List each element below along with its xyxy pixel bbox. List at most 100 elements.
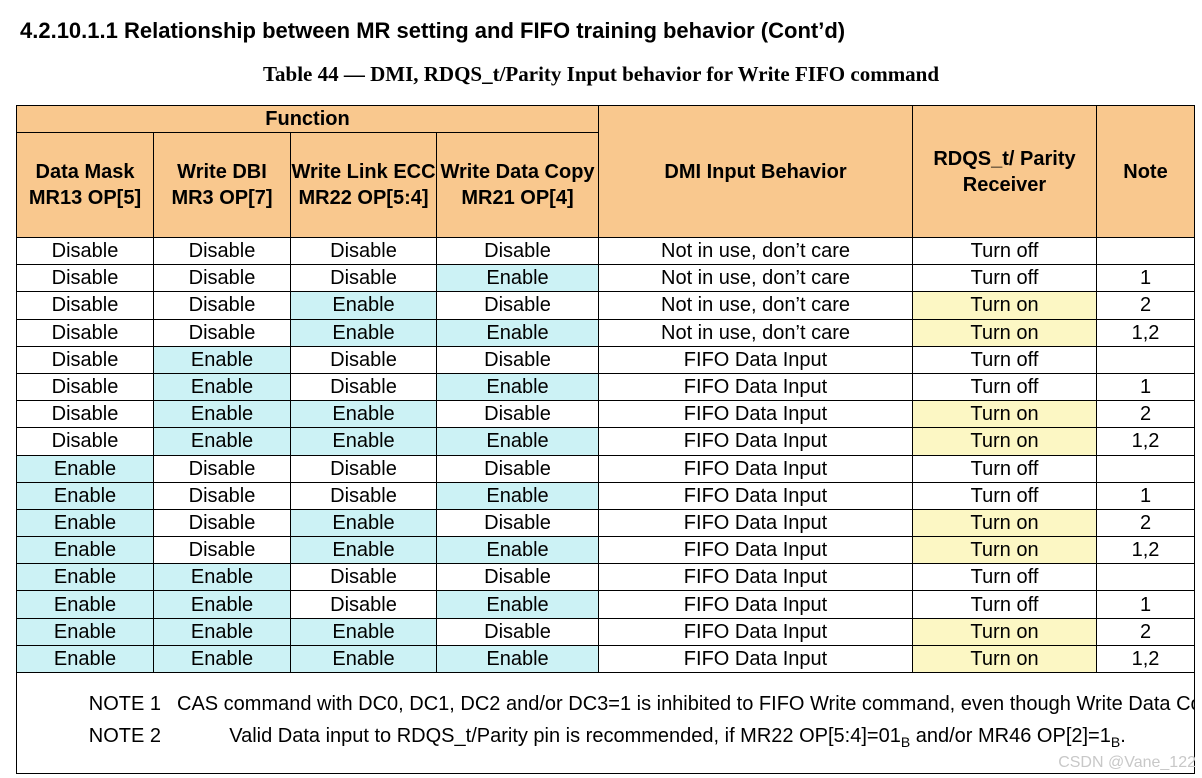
header-write-link-ecc: Write Link ECC MR22 OP[5:4] xyxy=(290,132,437,238)
notes-cell: NOTE 1 CAS command with DC0, DC1, DC2 an… xyxy=(16,672,1195,774)
table-cell: Disable xyxy=(436,454,599,483)
table-row: Enable Disable Disable Disable FIFO Data Inp… xyxy=(16,454,1195,483)
table-row: Disable Enable Disable Disable FIFO Data Inp… xyxy=(16,345,1195,374)
table-row: Enable Enable Disable Disable FIFO Data Inpu… xyxy=(16,563,1195,592)
table-cell: Enable xyxy=(16,617,154,646)
header-rdqs-parity-receiver: RDQS_t/ Parity Receiver xyxy=(912,105,1097,238)
table-cell: Enable xyxy=(436,372,599,402)
table-row: Disable Enable Enable Disable FIFO Data Inpu… xyxy=(16,400,1195,429)
table-cell: Disable xyxy=(16,427,154,456)
table-cell: Disable xyxy=(436,345,599,374)
table-cell: Disable xyxy=(153,264,291,293)
table-cell: Disable xyxy=(16,400,154,429)
table-cell: FIFO Data Input xyxy=(598,427,913,456)
table-cell: Enable xyxy=(16,454,154,483)
fifo-behavior-table: Function DMI Input Behavior RDQS_t/ Pari… xyxy=(16,105,1195,774)
table-cell: FIFO Data Input xyxy=(598,644,913,674)
table-cell: Disable xyxy=(436,400,599,429)
table-cell: Disable xyxy=(153,318,291,347)
table-cell: Disable xyxy=(290,563,437,592)
note-2-label: NOTE 2 xyxy=(88,725,161,747)
table-cell: Not in use, don’t care xyxy=(598,236,913,266)
table-row: Enable Enable Enable Enable FIFO Data Input T… xyxy=(16,644,1195,674)
table-cell: Enable xyxy=(436,644,599,674)
table-cell xyxy=(1096,236,1195,266)
table-cell: Turn on xyxy=(912,318,1097,347)
table-cell: Not in use, don’t care xyxy=(598,291,913,320)
table-row: Enable Disable Disable Enable FIFO Data Inpu… xyxy=(16,481,1195,510)
table-cell: Enable xyxy=(16,590,154,619)
table-cell: Disable xyxy=(436,508,599,538)
table-cell: Disable xyxy=(16,345,154,374)
table-cell: Turn on xyxy=(912,617,1097,646)
table-cell: FIFO Data Input xyxy=(598,345,913,374)
table-cell: 1,2 xyxy=(1096,536,1195,565)
note-1-text: CAS command with DC0, DC1, DC2 and/or DC… xyxy=(177,693,1194,715)
watermark: CSDN @Vane_122 xyxy=(1058,754,1196,771)
table-cell: 1 xyxy=(1096,372,1195,402)
table-row: Disable Enable Enable Enable FIFO Data Input… xyxy=(16,427,1195,456)
section-heading: 4.2.10.1.1 Relationship between MR setti… xyxy=(20,18,846,43)
table-cell: FIFO Data Input xyxy=(598,454,913,483)
header-note: Note xyxy=(1096,105,1195,238)
table-cell: FIFO Data Input xyxy=(598,590,913,619)
note-1-label: NOTE 1 xyxy=(88,693,161,715)
table-cell: Turn on xyxy=(912,291,1097,320)
table-body: Disable Disable Disable Disable Not in use, … xyxy=(16,236,1195,674)
note-2-text: Valid Data input to RDQS_t/Parity pin is… xyxy=(229,725,1126,750)
table-cell: Disable xyxy=(153,508,291,538)
table-cell: Enable xyxy=(153,372,291,402)
note-2: NOTE 2 Valid Data input to RDQS_t/Parity… xyxy=(18,723,1194,755)
table-cell: Disable xyxy=(290,236,437,266)
table-cell: Enable xyxy=(436,427,599,456)
table-cell: Enable xyxy=(290,617,437,646)
table-cell: Disable xyxy=(153,536,291,565)
note-1: NOTE 1 CAS command with DC0, DC1, DC2 an… xyxy=(18,691,1194,723)
table-cell: Disable xyxy=(290,264,437,293)
table-cell: Turn on xyxy=(912,536,1097,565)
table-row: Disable Disable Enable Disable Not in use, d… xyxy=(16,291,1195,320)
header-data-mask: Data Mask MR13 OP[5] xyxy=(16,132,154,238)
header-write-data-copy: Write Data Copy MR21 OP[4] xyxy=(436,132,599,238)
table-cell: FIFO Data Input xyxy=(598,400,913,429)
table-cell: Disable xyxy=(290,454,437,483)
table-cell xyxy=(1096,454,1195,483)
table-cell: Enable xyxy=(290,644,437,674)
table-cell: Enable xyxy=(153,400,291,429)
table-cell: Enable xyxy=(436,264,599,293)
table-cell: Disable xyxy=(153,454,291,483)
table-cell: FIFO Data Input xyxy=(598,536,913,565)
table-cell: Turn off xyxy=(912,454,1097,483)
table-cell: Disable xyxy=(436,291,599,320)
table-cell: Disable xyxy=(16,236,154,266)
table-cell: Turn off xyxy=(912,563,1097,592)
table-cell: Disable xyxy=(153,291,291,320)
table-cell: FIFO Data Input xyxy=(598,617,913,646)
table-cell: FIFO Data Input xyxy=(598,508,913,538)
table-row: Disable Disable Disable Enable Not in use, d… xyxy=(16,264,1195,293)
table-cell: Not in use, don’t care xyxy=(598,318,913,347)
table-cell: Turn on xyxy=(912,508,1097,538)
table-cell: Enable xyxy=(436,318,599,347)
table-caption: Table 44 — DMI, RDQS_t/Parity Input beha… xyxy=(262,62,940,86)
table-cell: Enable xyxy=(16,481,154,510)
header-dmi-input-behavior: DMI Input Behavior xyxy=(598,105,913,238)
table-cell: Enable xyxy=(153,617,291,646)
table-cell: Turn off xyxy=(912,481,1097,510)
function-group-header: Function xyxy=(16,105,599,133)
table-row: Disable Disable Enable Enable Not in use, do… xyxy=(16,318,1195,347)
table-row: Enable Enable Disable Enable FIFO Data Input… xyxy=(16,590,1195,619)
table-cell: Disable xyxy=(290,481,437,510)
table-cell: Turn on xyxy=(912,427,1097,456)
table-cell: Turn off xyxy=(912,236,1097,266)
table-cell: Enable xyxy=(290,427,437,456)
table-cell: Disable xyxy=(16,291,154,320)
table-cell: Turn on xyxy=(912,400,1097,429)
table-cell: Enable xyxy=(436,481,599,510)
table-cell: Turn off xyxy=(912,345,1097,374)
table-cell: FIFO Data Input xyxy=(598,481,913,510)
table-cell: Enable xyxy=(153,563,291,592)
table-cell: Enable xyxy=(153,644,291,674)
table-cell: FIFO Data Input xyxy=(598,372,913,402)
table-cell: Disable xyxy=(153,236,291,266)
